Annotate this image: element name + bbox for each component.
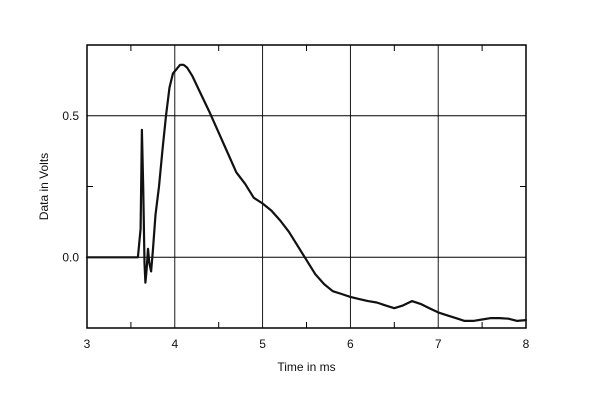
plot-frame — [86, 44, 527, 329]
grid-lines — [87, 45, 526, 328]
x-axis-title: Time in ms — [277, 360, 335, 374]
series-line-voltage — [85, 63, 528, 322]
x-tick-label: 5 — [259, 337, 266, 351]
y-tick-label: 0.5 — [62, 109, 79, 123]
y-tick-labels: 0.0 0.5 — [62, 109, 79, 265]
x-tick-label: 7 — [435, 337, 442, 351]
y-tick-label: 0.0 — [62, 250, 79, 264]
axis-ticks — [87, 44, 526, 329]
x-tick-label: 4 — [171, 337, 178, 351]
x-tick-label: 3 — [84, 337, 91, 351]
x-tick-label: 6 — [347, 337, 354, 351]
y-axis-title: Data in Volts — [37, 153, 51, 220]
x-tick-labels: 3 4 5 6 7 8 — [84, 337, 530, 351]
x-tick-label: 8 — [523, 337, 530, 351]
